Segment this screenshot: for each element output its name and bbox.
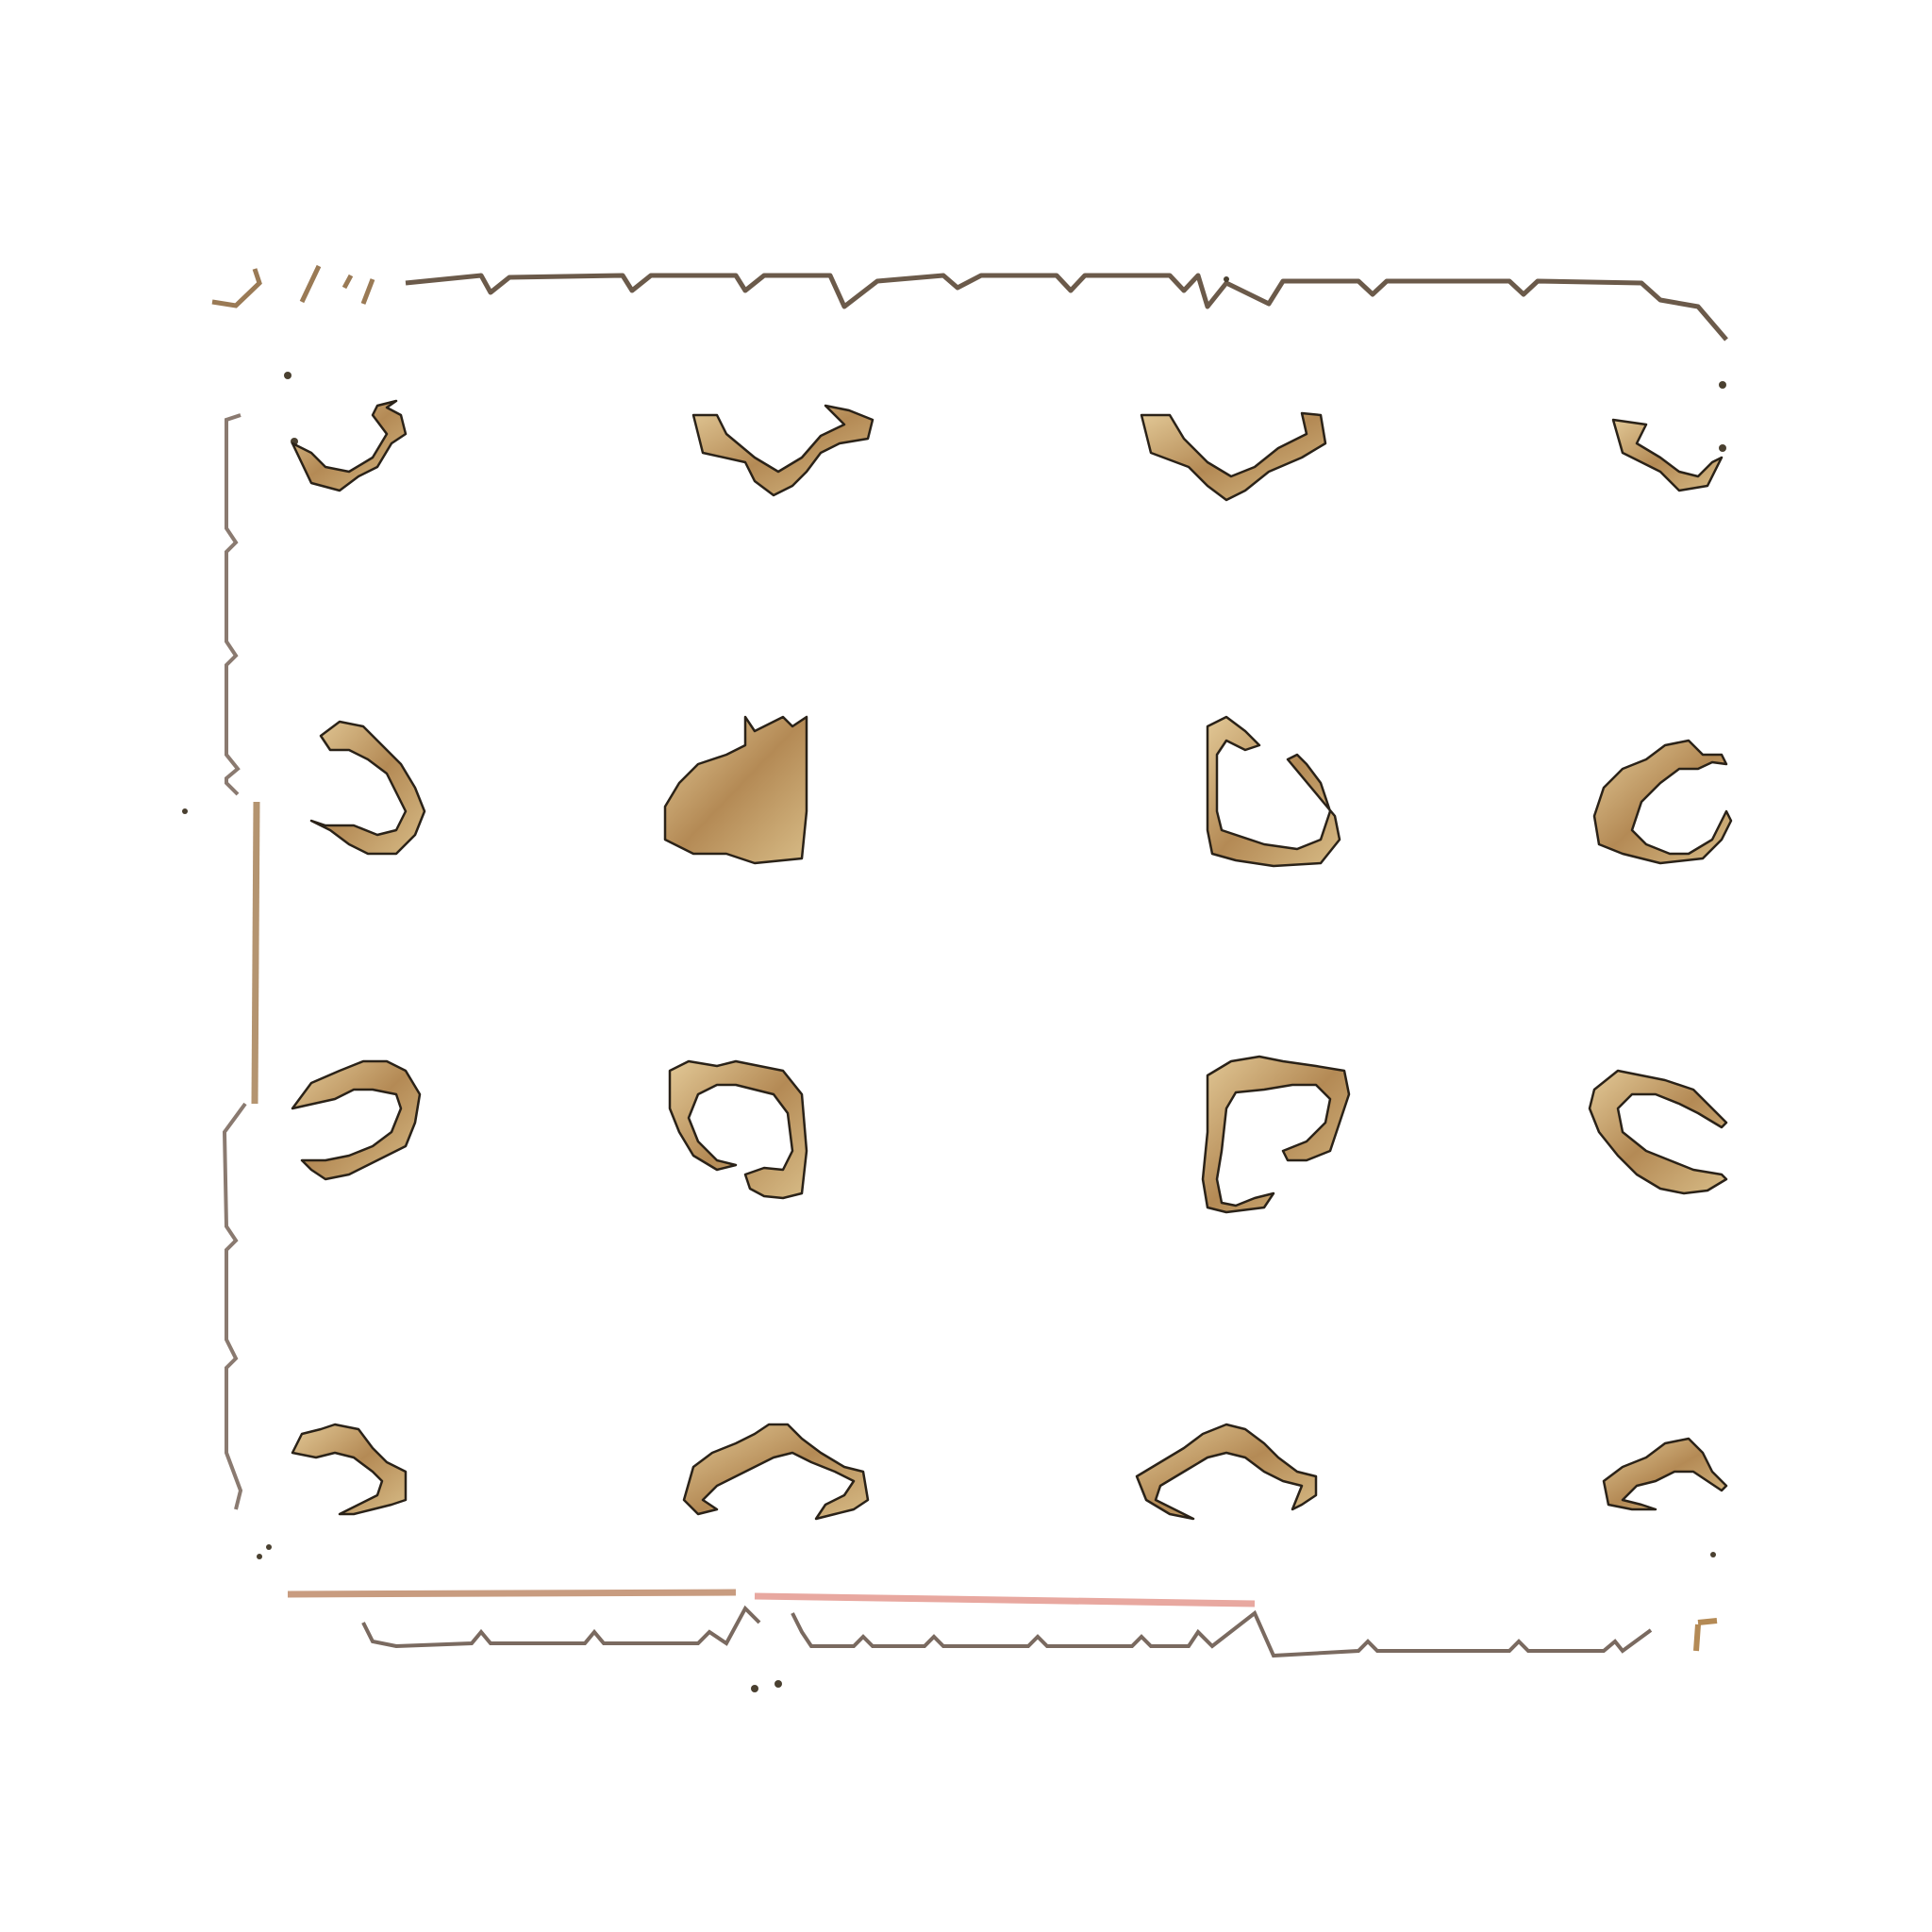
frame-bottom-edge bbox=[361, 1605, 1653, 1658]
motif-r3c4 bbox=[1588, 1069, 1728, 1195]
frame-bottom-right-corner bbox=[1693, 1618, 1718, 1652]
frame-top-left-corner bbox=[211, 264, 375, 308]
motif-r3c2 bbox=[668, 1059, 808, 1200]
frame-left-edge bbox=[222, 413, 258, 1510]
motif-r1c4 bbox=[1611, 418, 1724, 492]
frame-bottom-bar-left bbox=[287, 1589, 737, 1598]
motif-r2c1 bbox=[309, 720, 426, 856]
motif-r4c1 bbox=[291, 1423, 408, 1516]
motif-r2c3 bbox=[1206, 715, 1341, 868]
motif-r4c4 bbox=[1602, 1437, 1728, 1511]
motif-r1c1 bbox=[291, 399, 408, 492]
motif-r2c2 bbox=[663, 715, 808, 865]
motif-r2c4 bbox=[1592, 739, 1733, 865]
motif-r4c3 bbox=[1135, 1423, 1318, 1521]
motif-r1c3 bbox=[1140, 411, 1327, 502]
decorative-dots bbox=[182, 276, 1726, 1692]
motif-r3c1 bbox=[291, 1059, 422, 1181]
frame-bottom-bar-right bbox=[754, 1592, 1256, 1607]
frame-left-bar bbox=[251, 801, 260, 1105]
motif-r1c2 bbox=[691, 404, 874, 497]
motif-r4c2 bbox=[682, 1423, 870, 1521]
frame-top-edge bbox=[405, 273, 1728, 341]
motif-r3c3 bbox=[1201, 1055, 1351, 1214]
motif-grid bbox=[291, 399, 1733, 1521]
